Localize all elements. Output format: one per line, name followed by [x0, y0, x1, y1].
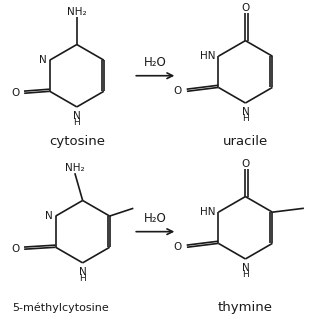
Text: O: O	[174, 86, 182, 96]
Text: uracile: uracile	[223, 135, 268, 149]
Text: H: H	[73, 118, 80, 127]
Text: HN: HN	[200, 51, 216, 61]
Text: N: N	[73, 111, 81, 121]
Text: N: N	[241, 107, 249, 117]
Text: N: N	[241, 263, 249, 273]
Text: O: O	[241, 3, 250, 14]
Text: O: O	[11, 88, 19, 98]
Text: NH₂: NH₂	[65, 163, 85, 173]
Text: 5-méthylcytosine: 5-méthylcytosine	[12, 303, 109, 313]
Text: O: O	[174, 242, 182, 252]
Text: H: H	[79, 273, 86, 283]
Text: O: O	[241, 160, 250, 169]
Text: H₂O: H₂O	[143, 56, 166, 69]
Text: H: H	[242, 114, 249, 123]
Text: N: N	[39, 55, 47, 65]
Text: cytosine: cytosine	[49, 135, 105, 149]
Text: HN: HN	[200, 207, 216, 217]
Text: O: O	[11, 244, 19, 254]
Text: H: H	[242, 270, 249, 279]
Text: N: N	[45, 211, 53, 221]
Text: H₂O: H₂O	[143, 212, 166, 224]
Text: NH₂: NH₂	[67, 7, 87, 17]
Text: N: N	[79, 267, 87, 277]
Text: thymine: thymine	[218, 301, 273, 314]
